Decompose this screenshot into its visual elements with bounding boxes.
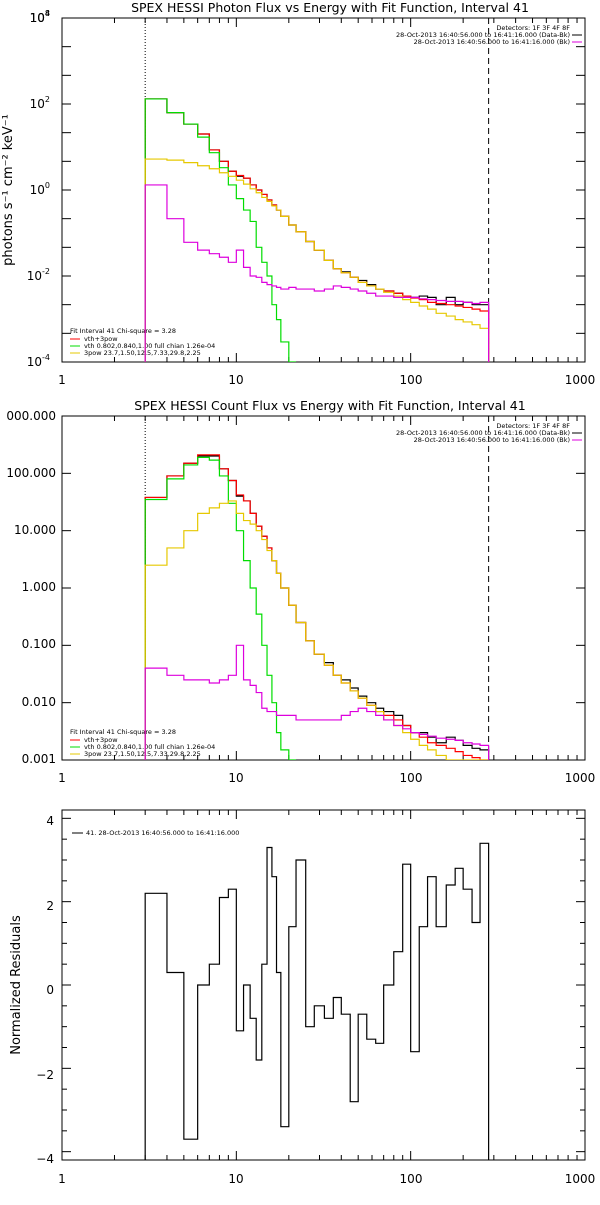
photon-flux-ytick-label: 108 [30,9,50,25]
photon-flux-fit-text: Fit Interval 41 Chi-square = 3.28 [70,327,176,335]
residuals-xtick-label: 100 [400,1172,423,1186]
residuals-ytick-label: 4 [46,814,54,828]
photon-flux-xtick-label: 100 [400,373,423,387]
count-flux-series-data-bk [144,455,490,760]
photon-flux-yticks: 10-4 10-2 100 102 104 108 [27,9,50,369]
photon-flux-ytick-label: 10-2 [27,267,50,283]
count-flux-ytick-label: 0.010 [22,695,56,709]
count-flux-yticks: 0.001 0.010 0.100 1.000 10.000 100.000 0… [6,409,56,766]
residuals-xtick-label: 10 [228,1172,243,1186]
residuals-ytick-label: −2 [36,1068,54,1082]
photon-flux-legend: Fit Interval 41 Chi-square = 3.28 vth+3p… [70,327,215,357]
count-flux-legend-thermal: vth 0.802,0.840,1.00 full chian 1.26e-04 [84,743,215,751]
count-flux-series-vth-3pow [144,454,489,760]
photon-flux-info: Detectors: 1F 3F 4F 8F 28-Oct-2013 16:40… [396,24,582,46]
residuals-ylabel: Normalized Residuals [9,915,24,1055]
photon-flux-title: SPEX HESSI Photon Flux vs Energy with Fi… [131,0,529,15]
residuals-ytick-label: 2 [46,899,54,913]
residuals-plot-area [61,810,585,1160]
count-flux-series-3pow [144,500,489,760]
count-flux-ytick-label: 100.000 [6,466,56,480]
count-flux-info-data-range: 28-Oct-2013 16:40:56.000 to 16:41:16.000… [396,429,570,437]
count-flux-plot-frame [61,415,586,761]
count-flux-legend: Fit Interval 41 Chi-square = 3.28 vth+3p… [70,728,215,758]
count-flux-ytick-label: 1.000 [22,580,56,594]
residuals-plot-frame [61,809,586,1161]
panel-count-flux: SPEX HESSI Count Flux vs Energy with Fit… [6,398,595,785]
photon-flux-xticks: 1 10 100 1000 [58,373,595,387]
residuals-yticks: −4 −2 0 2 4 [36,814,54,1166]
residuals-legend: 41. 28-Oct-2013 16:40:56.000 to 16:41:16… [86,829,239,837]
count-flux-legend-total: vth+3pow [84,736,118,744]
count-flux-ytick-label: 0.001 [22,752,56,766]
photon-flux-ylabel: photons s⁻¹ cm⁻² keV⁻¹ [1,114,16,266]
photon-flux-legend-nonthermal: 3pow 23.7,1.50,12.5,7.33,29.8,2.25 [84,349,201,357]
residuals-xticks: 1 10 100 1000 [58,1172,595,1186]
count-flux-legend-nonthermal: 3pow 23.7,1.50,12.5,7.33,29.8,2.25 [84,750,201,758]
residuals-xtick-label: 1000 [565,1172,596,1186]
count-flux-info: Detectors: 1F 3F 4F 8F 28-Oct-2013 16:40… [396,422,582,444]
photon-flux-series-3pow [144,158,490,362]
count-flux-info-bk-range: 28-Oct-2013 16:40:56.000 to 16:41:16.000… [414,436,570,444]
photon-flux-plot-frame [61,17,586,363]
photon-flux-series-vth-3pow [144,98,490,362]
count-flux-series-bk [144,644,490,760]
count-flux-ytick-label: 10.000 [14,523,56,537]
photon-flux-xtick-label: 1000 [565,373,596,387]
photon-flux-plot-area [61,17,585,363]
count-flux-fit-text: Fit Interval 41 Chi-square = 3.28 [70,728,176,736]
residuals-xtick-label: 1 [58,1172,66,1186]
residuals-series-41 [144,842,490,1160]
count-flux-title: SPEX HESSI Count Flux vs Energy with Fit… [134,398,525,413]
photon-flux-ytick-label: 102 [30,95,50,111]
count-flux-xtick-label: 10 [228,771,243,785]
residuals-ytick-label: −4 [36,1152,54,1166]
panel-photon-flux: SPEX HESSI Photon Flux vs Energy with Fi… [1,0,595,387]
photon-flux-xtick-label: 10 [228,373,243,387]
panel-residuals: 1 10 100 1000 −4 −2 0 2 4 Normalized Res… [9,809,595,1186]
count-flux-xticks: 1 10 100 1000 [58,771,595,785]
count-flux-xtick-label: 1 [58,771,66,785]
photon-flux-series-bk [144,184,490,362]
photon-flux-ytick-label: 100 [30,181,50,197]
count-flux-info-detectors: Detectors: 1F 3F 4F 8F [496,422,570,430]
photon-flux-xtick-label: 1 [58,373,66,387]
photon-flux-series-data-bk [144,98,490,362]
residuals-ytick-label: 0 [46,983,54,997]
photon-flux-info-bk-range: 28-Oct-2013 16:40:56.000 to 16:41:16.000… [414,38,570,46]
count-flux-ytick-label: 0.100 [22,637,56,651]
photon-flux-ytick-label: 104 [30,9,50,25]
photon-flux-legend-thermal: vth 0.802,0.840,1.00 full chian 1.26e-04 [84,342,215,350]
photon-flux-series-vth [144,98,297,362]
count-flux-xtick-label: 1000 [565,771,596,785]
count-flux-xtick-label: 100 [400,771,423,785]
count-flux-ytick-label: 000.000 [6,409,56,423]
photon-flux-ytick-label: 10-4 [27,353,50,369]
photon-flux-info-data-range: 28-Oct-2013 16:40:56.000 to 16:41:16.000… [396,31,570,39]
count-flux-plot-area [61,415,585,761]
photon-flux-info-detectors: Detectors: 1F 3F 4F 8F [496,24,570,32]
photon-flux-legend-total: vth+3pow [84,335,118,343]
